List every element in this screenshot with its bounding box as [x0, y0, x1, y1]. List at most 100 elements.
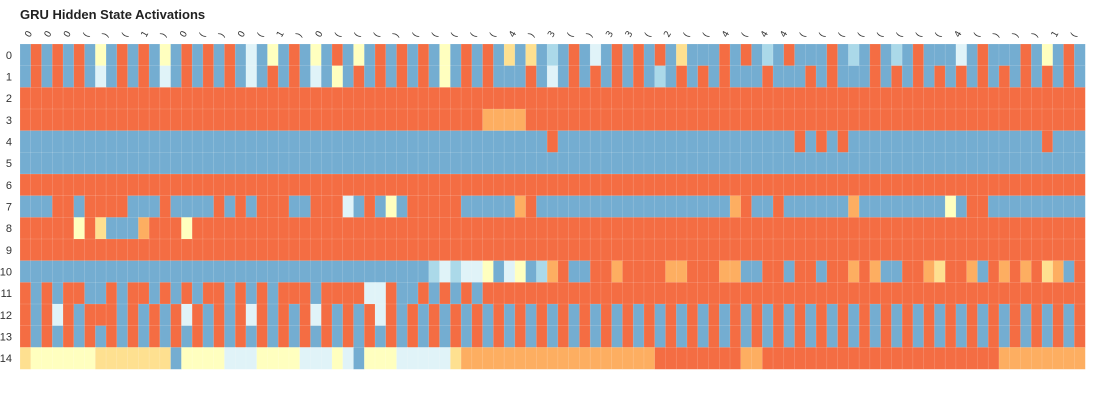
heatmap-cell [224, 303, 236, 327]
heatmap-cell [191, 130, 204, 153]
heatmap-cell [52, 130, 64, 153]
heatmap-cell [536, 260, 548, 283]
heatmap-cell [234, 43, 247, 67]
heatmap-cell [342, 260, 355, 283]
heatmap-cell [148, 152, 161, 175]
heatmap-cell [987, 195, 1000, 218]
heatmap-cell [762, 65, 774, 88]
heatmap-cell [794, 325, 806, 348]
heatmap-cell [944, 325, 957, 348]
row-label: 11 [1, 288, 12, 300]
heatmap-cell [987, 260, 1000, 283]
heatmap-cell [299, 108, 312, 132]
heatmap-cell [955, 238, 968, 262]
heatmap-cell [353, 347, 365, 370]
heatmap-cell [331, 43, 344, 67]
heatmap-cell [407, 217, 419, 240]
heatmap-cell [600, 108, 613, 132]
heatmap-cell [342, 108, 355, 132]
heatmap-cell [966, 260, 978, 283]
heatmap-cell [1063, 130, 1075, 153]
heatmap-cell [374, 65, 387, 88]
heatmap-cell [342, 195, 355, 218]
heatmap-cell [191, 65, 204, 88]
heatmap-cell [977, 108, 989, 132]
heatmap-cell [643, 238, 656, 262]
heatmap-cell [525, 152, 537, 175]
heatmap-cell [396, 260, 408, 283]
heatmap-cell [998, 87, 1011, 110]
heatmap-cell [19, 152, 32, 175]
chart-title: GRU Hidden State Activations [20, 7, 206, 22]
heatmap-cell [191, 238, 204, 262]
heatmap-cell [579, 282, 591, 305]
heatmap-cell [363, 347, 376, 370]
heatmap-cell [837, 130, 849, 153]
heatmap-cell [105, 238, 118, 262]
heatmap-cell [718, 173, 731, 197]
heatmap-cell [1073, 43, 1086, 67]
heatmap-cell [622, 260, 634, 283]
heatmap-cell [729, 173, 742, 197]
heatmap-cell [428, 325, 441, 348]
heatmap-cell [762, 152, 774, 175]
heatmap-cell [944, 43, 957, 67]
heatmap-cell [95, 130, 107, 153]
heatmap-cell [611, 130, 623, 153]
heatmap-cell [557, 238, 570, 262]
heatmap-cell [546, 173, 559, 197]
heatmap-cell [428, 152, 441, 175]
heatmap-cell [686, 238, 699, 262]
heatmap-cell [385, 108, 398, 132]
heatmap-cell [514, 108, 527, 132]
heatmap-cell [482, 65, 494, 88]
heatmap-cell [686, 325, 699, 348]
heatmap-cell [256, 108, 268, 132]
heatmap-cell [148, 282, 161, 305]
heatmap-cell [718, 347, 731, 370]
heatmap-cell [202, 108, 215, 132]
row-label: 8 [6, 223, 12, 235]
heatmap-cell [772, 65, 785, 88]
heatmap-cell [342, 65, 355, 88]
heatmap-cell [740, 65, 753, 88]
heatmap-cell [170, 152, 182, 175]
heatmap-cell [1009, 65, 1022, 88]
heatmap-cell [159, 173, 172, 197]
heatmap-cell [536, 347, 548, 370]
heatmap-cell [138, 108, 150, 132]
heatmap-cell [600, 152, 613, 175]
heatmap-cell [643, 87, 656, 110]
heatmap-cell [944, 87, 957, 110]
heatmap-cell [1030, 43, 1043, 67]
heatmap-cell [30, 173, 43, 197]
heatmap-cell [912, 325, 925, 348]
heatmap-cell [955, 152, 968, 175]
heatmap-cell [482, 87, 494, 110]
heatmap-cell [482, 43, 494, 67]
heatmap-cell [891, 238, 903, 262]
heatmap-cell [428, 195, 441, 218]
heatmap-cell [977, 282, 989, 305]
heatmap-cell [740, 43, 753, 67]
column-label: ( [333, 31, 343, 39]
heatmap-cell [363, 217, 376, 240]
heatmap-cell [138, 238, 150, 262]
heatmap-cell [41, 195, 53, 218]
heatmap-cell [977, 238, 989, 262]
heatmap-cell [256, 65, 268, 88]
heatmap-cell [568, 108, 580, 132]
heatmap-cell [331, 65, 344, 88]
column-label: ( [818, 31, 828, 39]
heatmap-cell [858, 108, 871, 132]
heatmap-cell [191, 347, 204, 370]
heatmap-cell [718, 195, 731, 218]
column-label: ) [1011, 31, 1021, 39]
heatmap-cell [837, 217, 849, 240]
heatmap-cell [611, 260, 623, 283]
heatmap-cell [611, 282, 623, 305]
heatmap-cell [632, 173, 645, 197]
heatmap-cell [73, 260, 86, 283]
heatmap-cell [224, 152, 236, 175]
